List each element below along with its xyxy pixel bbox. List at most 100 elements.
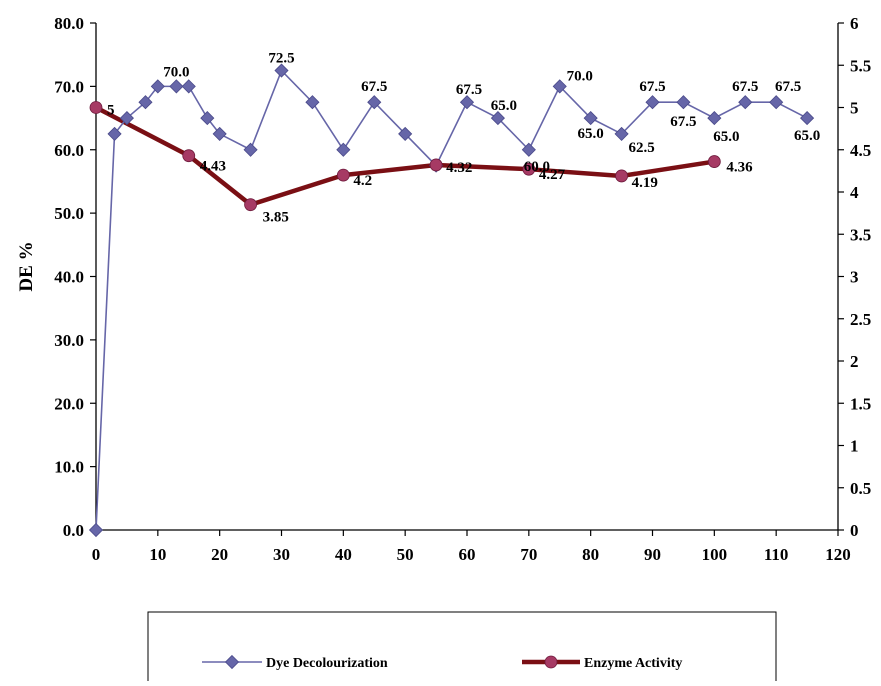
dye-point — [243, 142, 258, 157]
data-label-dye: 65.0 — [713, 129, 739, 145]
enzyme-point — [244, 198, 257, 212]
data-label-enzyme: 4.36 — [726, 160, 753, 176]
enzyme-point — [522, 162, 536, 176]
data-label-dye: 65.0 — [578, 126, 604, 142]
dye-point — [676, 95, 691, 110]
x-tick-label: 70 — [520, 545, 537, 564]
x-tick-label: 80 — [582, 545, 599, 564]
y2-tick-label: 1 — [850, 437, 859, 456]
series-line-enzyme-activity — [94, 105, 715, 207]
y-tick-label: 70.0 — [54, 77, 84, 96]
x-tick-label: 10 — [149, 545, 166, 564]
data-label-dye: 65.0 — [491, 98, 517, 114]
y2-tick-label: 0.5 — [850, 479, 871, 498]
data-label-dye: 67.5 — [456, 82, 482, 98]
x-tick-label: 30 — [273, 545, 290, 564]
y2-tick-label: 5.5 — [850, 56, 871, 75]
dye-point — [274, 63, 289, 78]
data-label-dye: 67.5 — [361, 79, 387, 95]
x-tick-label: 60 — [459, 545, 476, 564]
data-label-enzyme: 4.2 — [353, 173, 372, 189]
enzyme-point — [89, 101, 103, 114]
data-label-dye: 72.5 — [268, 51, 294, 67]
dye-point — [583, 110, 598, 126]
y-tick-label: 50.0 — [54, 204, 84, 223]
y2-tick-label: 5 — [850, 99, 859, 118]
data-label-dye: 70.0 — [567, 68, 593, 84]
x-tick-label: 0 — [92, 545, 101, 564]
data-label-dye: 67.5 — [775, 79, 801, 95]
data-label-dye: 70.0 — [163, 64, 189, 80]
y-tick-label: 80.0 — [54, 14, 84, 33]
enzyme-point — [429, 158, 443, 172]
dye-point — [645, 95, 660, 110]
data-label-dye: 60.0 — [524, 159, 550, 175]
y-tick-label: 60.0 — [54, 141, 84, 160]
x-tick-label: 110 — [764, 545, 789, 564]
data-label-enzyme: 4.32 — [446, 160, 472, 176]
x-tick-label: 40 — [335, 545, 352, 564]
y-tick-label: 0.0 — [63, 521, 84, 540]
enzyme-point — [336, 168, 350, 182]
dye-point — [119, 110, 134, 126]
legend-label-dye: Dye Decolourization — [266, 656, 388, 671]
x-tick-label: 20 — [211, 545, 228, 564]
dye-point — [181, 79, 196, 94]
enzyme-point — [615, 169, 628, 183]
y-tick-label: 20.0 — [54, 394, 84, 413]
dye-point — [521, 142, 536, 157]
dye-point — [800, 110, 815, 126]
y2-tick-label: 0 — [850, 521, 859, 540]
legend-marker-dye — [224, 654, 240, 670]
legend-marker-enzyme — [544, 655, 558, 669]
y2-tick-label: 4 — [850, 183, 859, 202]
dye-point — [614, 126, 629, 141]
y2-tick-label: 6 — [850, 14, 859, 33]
dye-point — [398, 126, 413, 141]
series-line-dye-decolourization — [95, 69, 808, 531]
enzyme-point — [707, 155, 721, 168]
dye-point — [738, 95, 753, 110]
x-tick-label: 100 — [702, 545, 728, 564]
data-label-enzyme: 4.19 — [632, 175, 658, 191]
data-label-enzyme: 3.85 — [263, 210, 289, 226]
dye-point — [169, 79, 184, 94]
dye-point — [552, 79, 567, 94]
dye-point — [367, 95, 382, 110]
dye-point — [305, 95, 320, 110]
enzyme-point — [182, 149, 196, 163]
dye-point — [459, 95, 475, 110]
data-label-dye: 67.5 — [732, 79, 758, 95]
data-label-dye: 65.0 — [794, 128, 820, 144]
data-label-dye: 62.5 — [628, 140, 654, 156]
y2-tick-label: 2.5 — [850, 310, 871, 329]
dye-point — [138, 95, 153, 110]
dye-point — [212, 126, 227, 141]
data-label-enzyme: 4.27 — [539, 167, 566, 183]
x-tick-label: 120 — [825, 545, 851, 564]
x-tick-label: 50 — [397, 545, 414, 564]
y2-tick-label: 4.5 — [850, 141, 871, 160]
dye-point — [490, 110, 505, 126]
dye-point — [88, 522, 104, 538]
dye-point — [769, 95, 784, 110]
dye-point — [707, 110, 722, 126]
data-label-dye: 67.5 — [670, 114, 696, 130]
dye-point — [107, 126, 122, 141]
y-tick-label: 30.0 — [54, 331, 84, 350]
data-label-enzyme: 5 — [107, 103, 115, 119]
dye-point — [336, 142, 351, 157]
y2-tick-label: 3.5 — [850, 225, 871, 244]
y-tick-label: 40.0 — [54, 268, 84, 287]
data-label-enzyme: 4.43 — [200, 159, 226, 175]
y2-tick-label: 3 — [850, 268, 859, 287]
legend-box — [147, 611, 777, 686]
legend-label-enzyme: Enzyme Activity — [584, 656, 682, 671]
x-tick-label: 90 — [644, 545, 661, 564]
data-label-dye: 67.5 — [639, 79, 665, 95]
y2-tick-label: 2 — [850, 352, 859, 371]
y2-tick-label: 1.5 — [850, 394, 871, 413]
dye-point — [150, 79, 165, 94]
